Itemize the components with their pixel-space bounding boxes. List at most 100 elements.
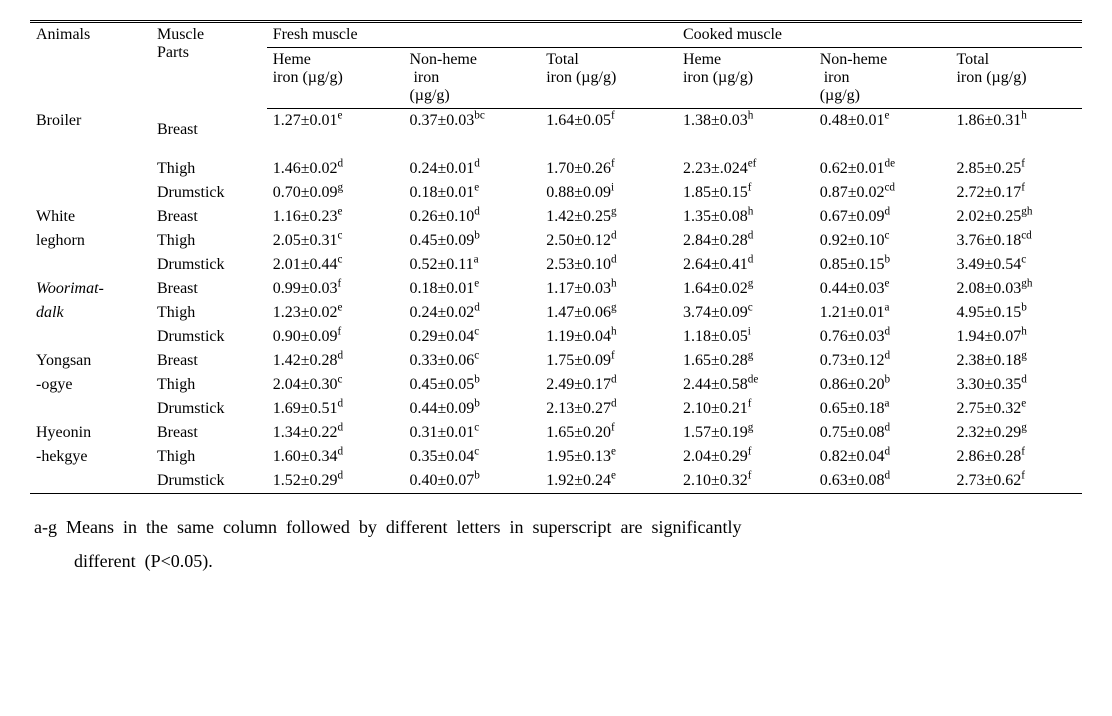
cell-fresh-nonheme: 0.31±0.01c <box>403 421 540 445</box>
table-footnote: a-g Means in the same column followed by… <box>30 510 1082 578</box>
cell-fresh-nonheme: 0.18±0.01e <box>403 181 540 205</box>
cell-fresh-heme: 2.01±0.44c <box>267 253 404 277</box>
cell-fresh-total: 1.47±0.06g <box>540 301 677 325</box>
cell-animal-name: Hyeonin <box>30 421 151 445</box>
cell-muscle-part: Drumstick <box>151 181 267 205</box>
cell-cooked-heme: 1.38±0.03h <box>677 109 814 157</box>
cell-fresh-total: 1.65±0.20f <box>540 421 677 445</box>
cell-cooked-nonheme: 0.92±0.10c <box>814 229 951 253</box>
table-row: Drumstick1.52±0.29d0.40±0.07b1.92±0.24e2… <box>30 469 1082 494</box>
cell-fresh-nonheme: 0.29±0.04c <box>403 325 540 349</box>
cell-cooked-heme: 3.74±0.09c <box>677 301 814 325</box>
cell-fresh-total: 1.19±0.04h <box>540 325 677 349</box>
cell-fresh-heme: 1.46±0.02d <box>267 157 404 181</box>
cell-fresh-heme: 1.69±0.51d <box>267 397 404 421</box>
col-subheader-heme: Hemeiron (µg/g) <box>267 48 404 109</box>
cell-cooked-nonheme: 0.44±0.03e <box>814 277 951 301</box>
cell-fresh-nonheme: 0.40±0.07b <box>403 469 540 494</box>
table-row: WhiteBreast1.16±0.23e0.26±0.10d1.42±0.25… <box>30 205 1082 229</box>
cell-cooked-nonheme: 0.63±0.08d <box>814 469 951 494</box>
cell-fresh-heme: 0.70±0.09g <box>267 181 404 205</box>
cell-cooked-heme: 2.44±0.58de <box>677 373 814 397</box>
cell-cooked-nonheme: 0.87±0.02cd <box>814 181 951 205</box>
cell-muscle-part: Thigh <box>151 373 267 397</box>
col-group-cooked: Cooked muscle <box>677 22 1082 48</box>
cell-fresh-total: 1.17±0.03h <box>540 277 677 301</box>
cell-fresh-nonheme: 0.45±0.09b <box>403 229 540 253</box>
cell-fresh-heme: 1.23±0.02e <box>267 301 404 325</box>
cell-cooked-nonheme: 0.86±0.20b <box>814 373 951 397</box>
cell-fresh-heme: 2.05±0.31c <box>267 229 404 253</box>
cell-cooked-nonheme: 0.76±0.03d <box>814 325 951 349</box>
label-line2: Parts <box>157 44 189 61</box>
cell-cooked-nonheme: 0.65±0.18a <box>814 397 951 421</box>
cell-fresh-total: 1.42±0.25g <box>540 205 677 229</box>
cell-fresh-heme: 1.60±0.34d <box>267 445 404 469</box>
cell-cooked-nonheme: 0.67±0.09d <box>814 205 951 229</box>
cell-muscle-part: Thigh <box>151 157 267 181</box>
cell-animal-name <box>30 325 151 349</box>
cell-animal-name: White <box>30 205 151 229</box>
cell-fresh-total: 1.92±0.24e <box>540 469 677 494</box>
cell-cooked-nonheme: 1.21±0.01a <box>814 301 951 325</box>
cell-cooked-heme: 1.64±0.02g <box>677 277 814 301</box>
cell-fresh-nonheme: 0.33±0.06c <box>403 349 540 373</box>
cell-cooked-nonheme: 0.82±0.04d <box>814 445 951 469</box>
col-subheader-total: Totaliron (µg/g) <box>540 48 677 109</box>
cell-muscle-part: Breast <box>151 277 267 301</box>
cell-animal-name <box>30 397 151 421</box>
table-row: BroilerBreast1.27±0.01e0.37±0.03bc1.64±0… <box>30 109 1082 157</box>
iron-content-table: Animals Muscle Parts Fresh muscle Cooked… <box>30 20 1082 494</box>
cell-fresh-nonheme: 0.24±0.02d <box>403 301 540 325</box>
cell-fresh-total: 1.64±0.05f <box>540 109 677 157</box>
cell-fresh-heme: 1.42±0.28d <box>267 349 404 373</box>
cell-animal-name: -ogye <box>30 373 151 397</box>
cell-cooked-nonheme: 0.75±0.08d <box>814 421 951 445</box>
table-container: Animals Muscle Parts Fresh muscle Cooked… <box>0 0 1112 608</box>
cell-fresh-heme: 0.99±0.03f <box>267 277 404 301</box>
cell-muscle-part: Drumstick <box>151 397 267 421</box>
table-row: Thigh1.46±0.02d0.24±0.01d1.70±0.26f2.23±… <box>30 157 1082 181</box>
cell-animal-name <box>30 469 151 494</box>
cell-cooked-total: 2.32±0.29g <box>950 421 1082 445</box>
cell-cooked-total: 2.75±0.32e <box>950 397 1082 421</box>
cell-muscle-part: Drumstick <box>151 325 267 349</box>
col-subheader-nonheme: Non-heme iron(µg/g) <box>814 48 951 109</box>
cell-fresh-nonheme: 0.24±0.01d <box>403 157 540 181</box>
cell-cooked-total: 2.08±0.03gh <box>950 277 1082 301</box>
cell-muscle-part: Breast <box>151 349 267 373</box>
table-row: YongsanBreast1.42±0.28d0.33±0.06c1.75±0.… <box>30 349 1082 373</box>
cell-fresh-nonheme: 0.37±0.03bc <box>403 109 540 157</box>
table-row: Woorimat-Breast0.99±0.03f0.18±0.01e1.17±… <box>30 277 1082 301</box>
footnote-line2: different (P<0.05). <box>34 544 1082 578</box>
cell-cooked-total: 3.76±0.18cd <box>950 229 1082 253</box>
table-row: HyeoninBreast1.34±0.22d0.31±0.01c1.65±0.… <box>30 421 1082 445</box>
cell-animal-name: Yongsan <box>30 349 151 373</box>
table-row: Drumstick0.70±0.09g0.18±0.01e0.88±0.09i1… <box>30 181 1082 205</box>
cell-fresh-nonheme: 0.35±0.04c <box>403 445 540 469</box>
cell-muscle-part: Breast <box>151 421 267 445</box>
cell-muscle-part: Drumstick <box>151 469 267 494</box>
cell-cooked-heme: 1.18±0.05i <box>677 325 814 349</box>
cell-fresh-heme: 0.90±0.09f <box>267 325 404 349</box>
cell-fresh-total: 2.13±0.27d <box>540 397 677 421</box>
cell-fresh-total: 2.53±0.10d <box>540 253 677 277</box>
table-header: Animals Muscle Parts Fresh muscle Cooked… <box>30 22 1082 109</box>
cell-fresh-total: 2.50±0.12d <box>540 229 677 253</box>
cell-muscle-part: Breast <box>151 109 267 157</box>
cell-cooked-heme: 2.84±0.28d <box>677 229 814 253</box>
col-header-animals: Animals <box>30 22 151 109</box>
cell-fresh-total: 2.49±0.17d <box>540 373 677 397</box>
cell-animal-name <box>30 253 151 277</box>
footnote-line1: a-g Means in the same column followed by… <box>34 510 1082 544</box>
cell-cooked-total: 2.02±0.25gh <box>950 205 1082 229</box>
cell-cooked-total: 1.86±0.31h <box>950 109 1082 157</box>
cell-fresh-nonheme: 0.26±0.10d <box>403 205 540 229</box>
table-body: BroilerBreast1.27±0.01e0.37±0.03bc1.64±0… <box>30 109 1082 494</box>
cell-cooked-total: 3.49±0.54c <box>950 253 1082 277</box>
cell-cooked-total: 1.94±0.07h <box>950 325 1082 349</box>
cell-fresh-total: 1.75±0.09f <box>540 349 677 373</box>
cell-animal-name: dalk <box>30 301 151 325</box>
cell-fresh-heme: 1.52±0.29d <box>267 469 404 494</box>
label: Animals <box>36 26 90 43</box>
